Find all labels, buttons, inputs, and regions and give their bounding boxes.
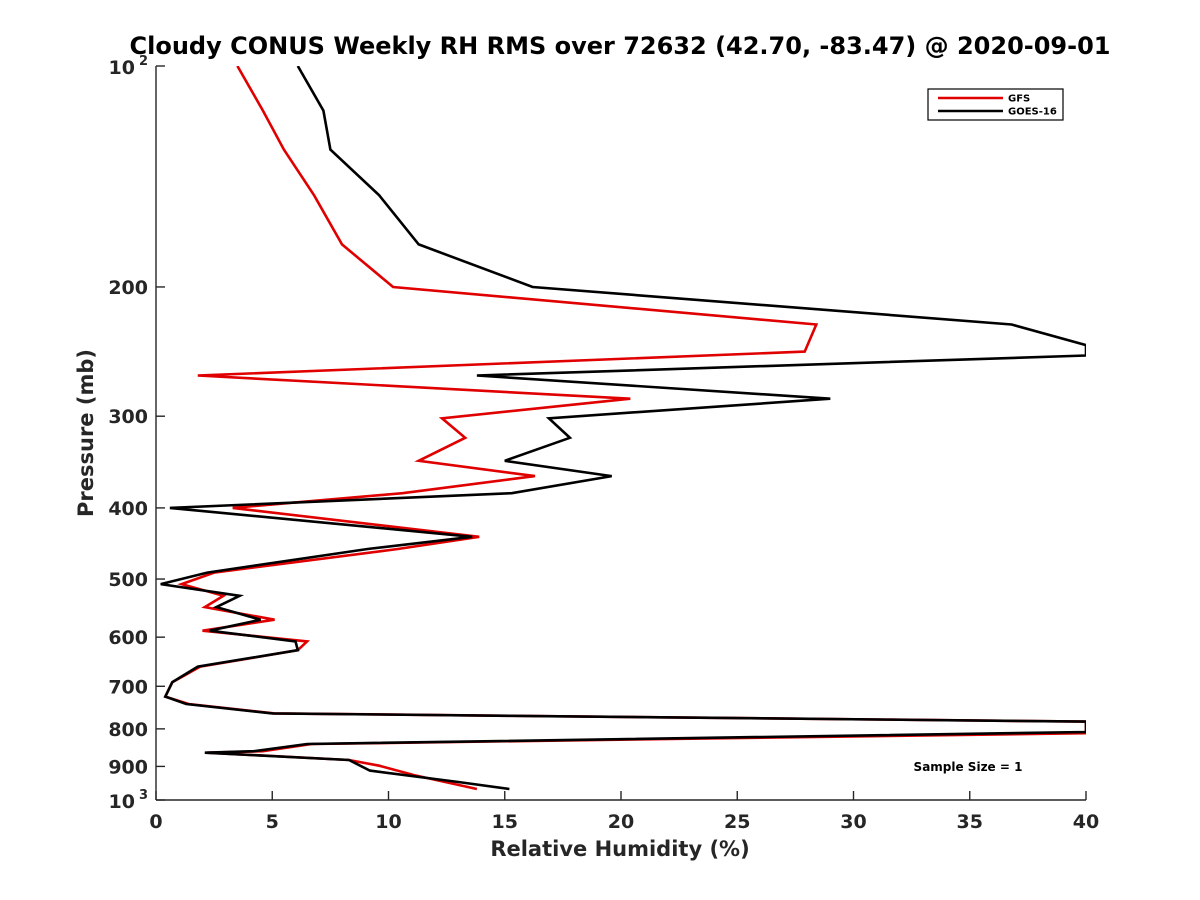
y-axis-label: Pressure (mb) bbox=[74, 349, 98, 517]
legend-label: GFS bbox=[1008, 94, 1030, 105]
x-tick-label: 10 bbox=[375, 811, 401, 833]
x-tick-label: 25 bbox=[724, 811, 750, 833]
y-tick-exponent: 3 bbox=[139, 788, 148, 803]
sample-size-annotation: Sample Size = 1 bbox=[914, 760, 1023, 774]
y-tick-label: 700 bbox=[108, 676, 148, 698]
y-tick-label: 400 bbox=[108, 498, 148, 520]
series-line-goes-16 bbox=[160, 66, 1086, 791]
y-tick-label: 600 bbox=[108, 627, 148, 649]
x-axis-label: Relative Humidity (%) bbox=[490, 837, 749, 861]
x-tick-label: 35 bbox=[957, 811, 983, 833]
x-tick-label: 0 bbox=[149, 811, 162, 833]
x-tick-label: 5 bbox=[266, 811, 279, 833]
x-tick-label: 15 bbox=[492, 811, 518, 833]
y-tick-label: 10 bbox=[109, 57, 135, 79]
y-tick-label: 500 bbox=[108, 569, 148, 591]
y-tick-label: 10 bbox=[109, 791, 135, 813]
y-tick-label: 200 bbox=[108, 277, 148, 299]
y-tick-label: 300 bbox=[108, 406, 148, 428]
legend-label: GOES-16 bbox=[1008, 107, 1057, 118]
y-tick-label: 900 bbox=[108, 756, 148, 778]
x-tick-label: 30 bbox=[840, 811, 866, 833]
legend-box bbox=[927, 88, 1064, 121]
y-tick-exponent: 2 bbox=[139, 54, 148, 69]
y-tick-label: 800 bbox=[108, 719, 148, 741]
chart-title: Cloudy CONUS Weekly RH RMS over 72632 (4… bbox=[130, 32, 1111, 60]
legend: GFS GOES-16 bbox=[927, 88, 1064, 121]
x-tick-label: 40 bbox=[1073, 811, 1099, 833]
plot-area: 0 5 10 15 20 25 30 35 40 10 2 200 300 400 500 600 700 800… bbox=[108, 54, 1099, 833]
x-tick-label: 20 bbox=[608, 811, 634, 833]
